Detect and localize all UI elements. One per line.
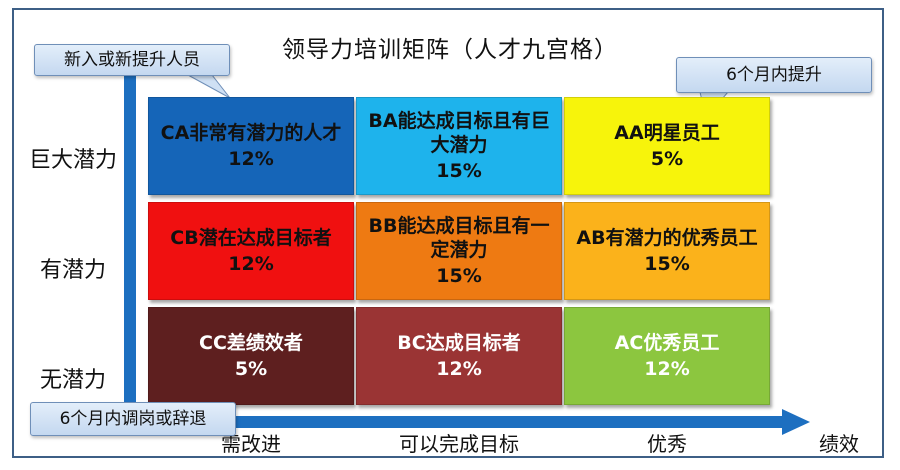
cell-percent: 12% xyxy=(644,358,690,380)
y-label-medium: 有潜力 xyxy=(39,258,106,283)
cell-label: AB有潜力的优秀员工 xyxy=(576,227,758,249)
cell-label: CB潜在达成目标者 xyxy=(170,227,332,249)
cell-percent: 15% xyxy=(436,160,482,182)
x-axis-line xyxy=(124,416,784,428)
cell-cb: CB潜在达成目标者 12% xyxy=(148,202,354,300)
cell-percent: 15% xyxy=(436,265,482,287)
cell-percent: 15% xyxy=(644,253,690,275)
cell-label: AC优秀员工 xyxy=(614,332,720,354)
x-label-meets-goals: 可以完成目标 xyxy=(399,432,519,456)
cell-label: BA能达成目标且有巨大潜力 xyxy=(368,110,550,156)
cell-ac: AC优秀员工 12% xyxy=(564,307,770,405)
cell-ca: CA非常有潜力的人才 12% xyxy=(148,97,354,195)
cell-percent: 12% xyxy=(228,148,274,170)
x-label-excellent: 优秀 xyxy=(647,432,687,456)
y-label-low: 无潜力 xyxy=(39,368,106,393)
cell-label: BC达成目标者 xyxy=(397,332,521,354)
cell-percent: 12% xyxy=(228,253,274,275)
cell-label: CC差绩效者 xyxy=(199,332,303,354)
cell-label: AA明星员工 xyxy=(614,122,720,144)
callout-promote: 6个月内提升 xyxy=(676,57,872,93)
y-label-high: 巨大潜力 xyxy=(28,148,117,173)
cell-percent: 5% xyxy=(650,148,684,170)
cell-label: CA非常有潜力的人才 xyxy=(160,122,342,144)
y-axis-line xyxy=(124,70,136,428)
cell-ba: BA能达成目标且有巨大潜力 15% xyxy=(356,97,562,195)
x-axis-arrow xyxy=(782,409,810,435)
callout-pointer-new-staff xyxy=(187,74,231,99)
cell-label: BB能达成目标且有一定潜力 xyxy=(368,215,550,261)
page-title: 领导力培训矩阵（人才九宫格） xyxy=(282,37,618,63)
x-axis-title: 绩效 xyxy=(819,432,859,456)
x-label-needs-improvement: 需改进 xyxy=(221,432,281,456)
cell-percent: 5% xyxy=(234,358,268,380)
callout-transfer: 6个月内调岗或辞退 xyxy=(30,402,236,436)
callout-new-staff: 新入或新提升人员 xyxy=(34,44,230,76)
cell-bb: BB能达成目标且有一定潜力 15% xyxy=(356,202,562,300)
cell-aa: AA明星员工 5% xyxy=(564,97,770,195)
cell-bc: BC达成目标者 12% xyxy=(356,307,562,405)
cell-ab: AB有潜力的优秀员工 15% xyxy=(564,202,770,300)
cell-percent: 12% xyxy=(436,358,482,380)
cell-cc: CC差绩效者 5% xyxy=(148,307,354,405)
